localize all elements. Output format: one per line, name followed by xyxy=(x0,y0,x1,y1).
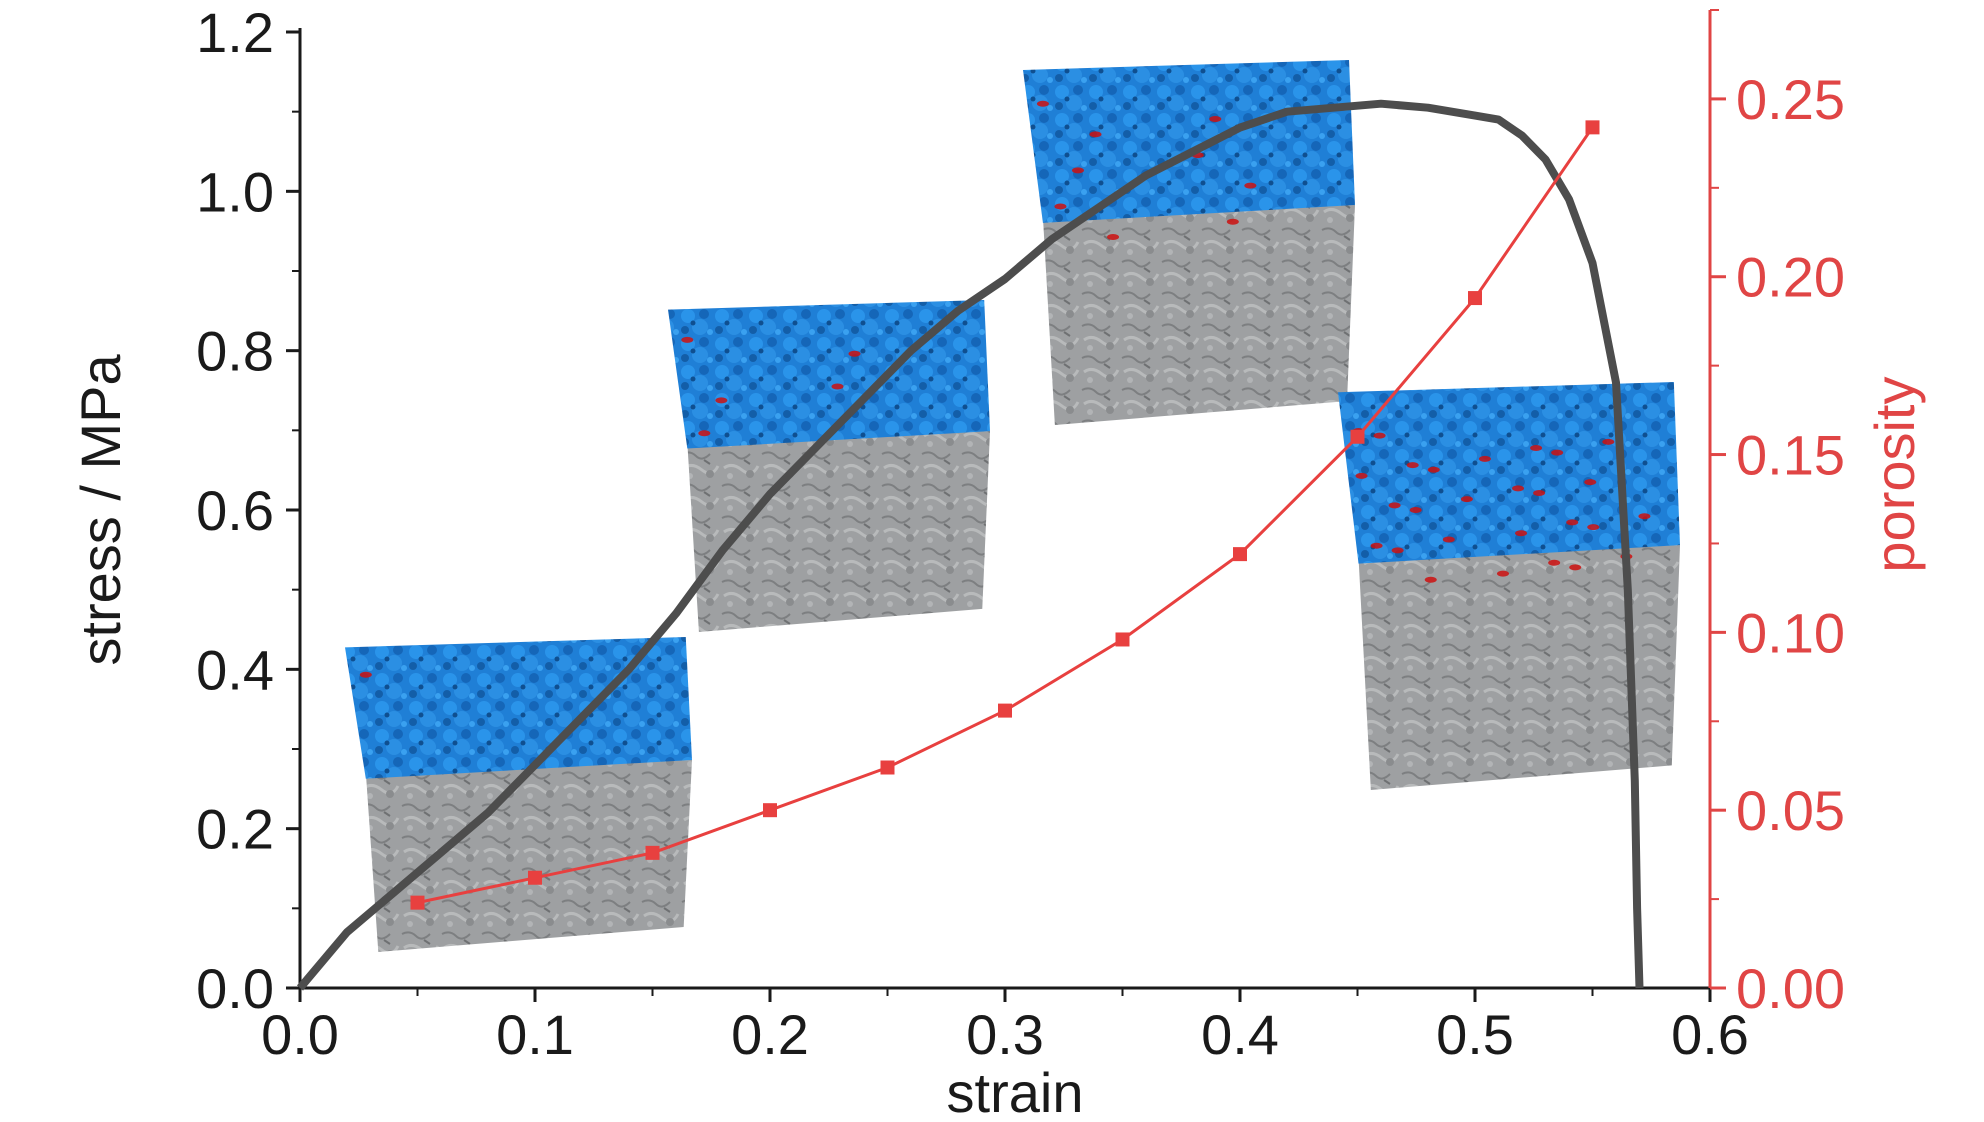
x-axis-title: strain xyxy=(947,1061,1084,1122)
y-axis-title: stress / MPa xyxy=(69,354,132,666)
right-tick-label: 0.05 xyxy=(1736,779,1845,842)
y-tick-label: 1.0 xyxy=(196,160,274,223)
right-tick-label: 0.20 xyxy=(1736,246,1845,309)
voxel-cube-icon xyxy=(1338,382,1680,790)
y-tick-label: 0.8 xyxy=(196,320,274,383)
pore-mark xyxy=(1515,530,1528,537)
porosity-point xyxy=(763,803,777,818)
pore-mark xyxy=(1391,547,1404,554)
pore-mark xyxy=(1533,489,1546,496)
pore-mark xyxy=(831,383,844,390)
pore-mark xyxy=(1478,455,1491,462)
pore-mark xyxy=(1427,466,1440,473)
right-tick-label: 0.15 xyxy=(1736,424,1845,487)
right-tick-label: 0.00 xyxy=(1736,957,1845,1020)
y-tick-label: 0.4 xyxy=(196,638,274,701)
porosity-point xyxy=(1115,632,1130,647)
porosity-point xyxy=(998,703,1012,718)
pore-mark xyxy=(1370,542,1383,549)
y-tick-label: 0.6 xyxy=(196,479,274,542)
pore-mark xyxy=(698,430,711,437)
pore-mark xyxy=(1551,449,1564,456)
y-tick-label: 0.0 xyxy=(196,957,274,1020)
pore-mark xyxy=(1355,472,1368,479)
labels: 0.0 0.1 0.2 0.3 0.4 0.5 0.6 0.0 0.2 0.4 0.6 0.8 1.0 1… xyxy=(69,1,1926,1122)
x-tick-label: 0.4 xyxy=(1201,1003,1279,1066)
x-tick-label: 0.3 xyxy=(966,1003,1044,1066)
y-tick-label: 0.2 xyxy=(196,798,274,861)
cube-grain-block xyxy=(1338,382,1680,564)
pore-mark xyxy=(1424,576,1437,583)
porosity-point xyxy=(410,895,425,910)
pore-mark xyxy=(1209,116,1222,123)
voxel-cube-icon xyxy=(345,637,692,952)
x-tick-label: 0.0 xyxy=(261,1003,339,1066)
cube-grain-block xyxy=(345,637,692,779)
cube-matrix-block xyxy=(365,759,692,952)
right-tick-label: 0.25 xyxy=(1736,68,1845,131)
porosity-point xyxy=(1585,120,1600,135)
pore-mark xyxy=(1442,536,1455,543)
pore-mark xyxy=(1089,131,1102,138)
pore-mark xyxy=(1244,182,1257,189)
pore-mark xyxy=(1512,485,1525,492)
pore-mark xyxy=(1107,233,1120,240)
pore-mark xyxy=(1071,167,1084,174)
right-axis-title: porosity xyxy=(1863,376,1926,572)
voxel-cube-icon xyxy=(668,300,990,632)
cube-matrix-block xyxy=(1358,545,1680,790)
porosity-point xyxy=(1350,429,1365,444)
porosity-point xyxy=(880,760,895,775)
pore-mark xyxy=(1373,432,1386,439)
cube-grain-block xyxy=(668,300,990,449)
series-layer xyxy=(296,99,1644,991)
porosity-point xyxy=(1468,291,1482,306)
pore-mark xyxy=(1054,203,1067,210)
pore-mark xyxy=(1406,462,1419,469)
pore-mark xyxy=(1602,438,1615,445)
pore-mark xyxy=(848,350,861,357)
pore-mark xyxy=(359,671,372,678)
pore-mark xyxy=(1566,519,1579,526)
cube-matrix-block xyxy=(687,431,990,632)
axes xyxy=(286,9,1726,1002)
cube-matrix-block xyxy=(1042,204,1355,425)
right-tick-label: 0.10 xyxy=(1736,601,1845,664)
cube-grain-block xyxy=(1023,60,1355,223)
stress-curve xyxy=(296,99,1644,991)
tomography-insets xyxy=(345,60,1680,952)
pore-mark xyxy=(1496,570,1509,577)
y-tick-label: 1.2 xyxy=(196,1,274,64)
porosity-point xyxy=(1233,547,1247,562)
pore-mark xyxy=(1584,479,1597,486)
pore-mark xyxy=(1548,559,1561,566)
pore-mark xyxy=(1409,507,1422,514)
pore-mark xyxy=(1587,524,1600,531)
pore-mark xyxy=(1530,445,1543,452)
pore-mark xyxy=(1226,218,1239,225)
porosity-point xyxy=(645,845,660,860)
pore-mark xyxy=(715,397,728,404)
pore-mark xyxy=(1638,513,1651,520)
pore-mark xyxy=(1036,100,1049,107)
x-tick-label: 0.1 xyxy=(496,1003,574,1066)
pore-mark xyxy=(681,336,694,343)
pore-mark xyxy=(1460,496,1473,503)
pore-mark xyxy=(1388,502,1401,509)
x-tick-label: 0.2 xyxy=(731,1003,809,1066)
porosity-point xyxy=(528,870,542,885)
x-tick-label: 0.6 xyxy=(1671,1003,1749,1066)
voxel-cube-icon xyxy=(1023,60,1355,425)
x-tick-label: 0.5 xyxy=(1436,1003,1514,1066)
pore-mark xyxy=(1569,564,1582,571)
